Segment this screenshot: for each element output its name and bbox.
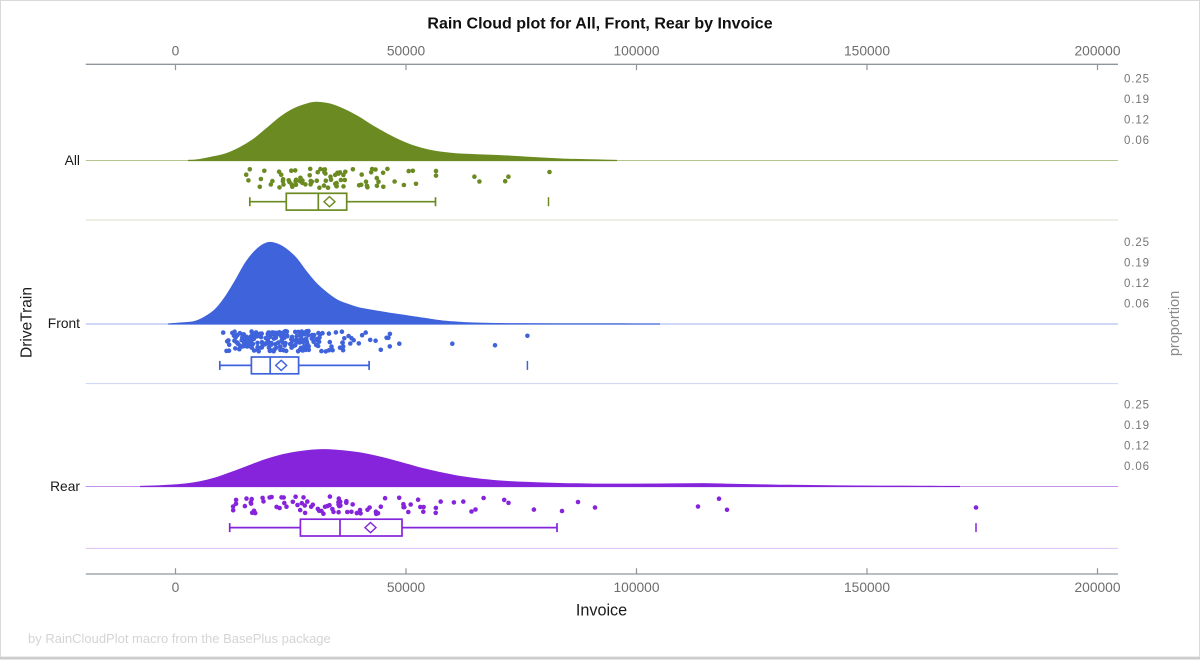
svg-text:0.19: 0.19 [1124, 258, 1150, 270]
svg-text:0.06: 0.06 [1124, 135, 1150, 147]
svg-text:0.12: 0.12 [1124, 441, 1150, 453]
svg-text:DriveTrain: DriveTrain [19, 287, 36, 358]
svg-text:200000: 200000 [1074, 580, 1120, 595]
svg-text:Front: Front [48, 316, 80, 331]
svg-text:0: 0 [172, 44, 180, 59]
svg-text:0.25: 0.25 [1124, 400, 1150, 412]
svg-text:Invoice: Invoice [576, 602, 627, 620]
svg-text:Rear: Rear [50, 479, 80, 494]
svg-text:150000: 150000 [844, 44, 890, 59]
svg-text:proportion: proportion [1167, 291, 1183, 356]
svg-text:100000: 100000 [613, 580, 659, 595]
svg-text:50000: 50000 [387, 580, 426, 595]
svg-text:All: All [65, 153, 80, 168]
svg-text:0.12: 0.12 [1124, 115, 1150, 127]
svg-text:50000: 50000 [387, 44, 426, 59]
svg-text:0.25: 0.25 [1124, 74, 1150, 86]
svg-text:Rain Cloud plot for All, Front: Rain Cloud plot for All, Front, Rear by … [427, 16, 772, 33]
svg-text:0.19: 0.19 [1124, 420, 1150, 432]
svg-text:0.06: 0.06 [1124, 461, 1150, 473]
svg-text:0: 0 [172, 580, 180, 595]
svg-text:200000: 200000 [1074, 44, 1120, 59]
svg-text:0.25: 0.25 [1124, 237, 1150, 249]
svg-text:0.19: 0.19 [1124, 94, 1150, 106]
svg-text:150000: 150000 [844, 580, 890, 595]
svg-text:0.12: 0.12 [1124, 278, 1150, 290]
svg-text:100000: 100000 [613, 44, 659, 59]
svg-text:by RainCloudPlot macro from th: by RainCloudPlot macro from the BasePlus… [28, 631, 331, 646]
svg-text:0.06: 0.06 [1124, 299, 1150, 311]
